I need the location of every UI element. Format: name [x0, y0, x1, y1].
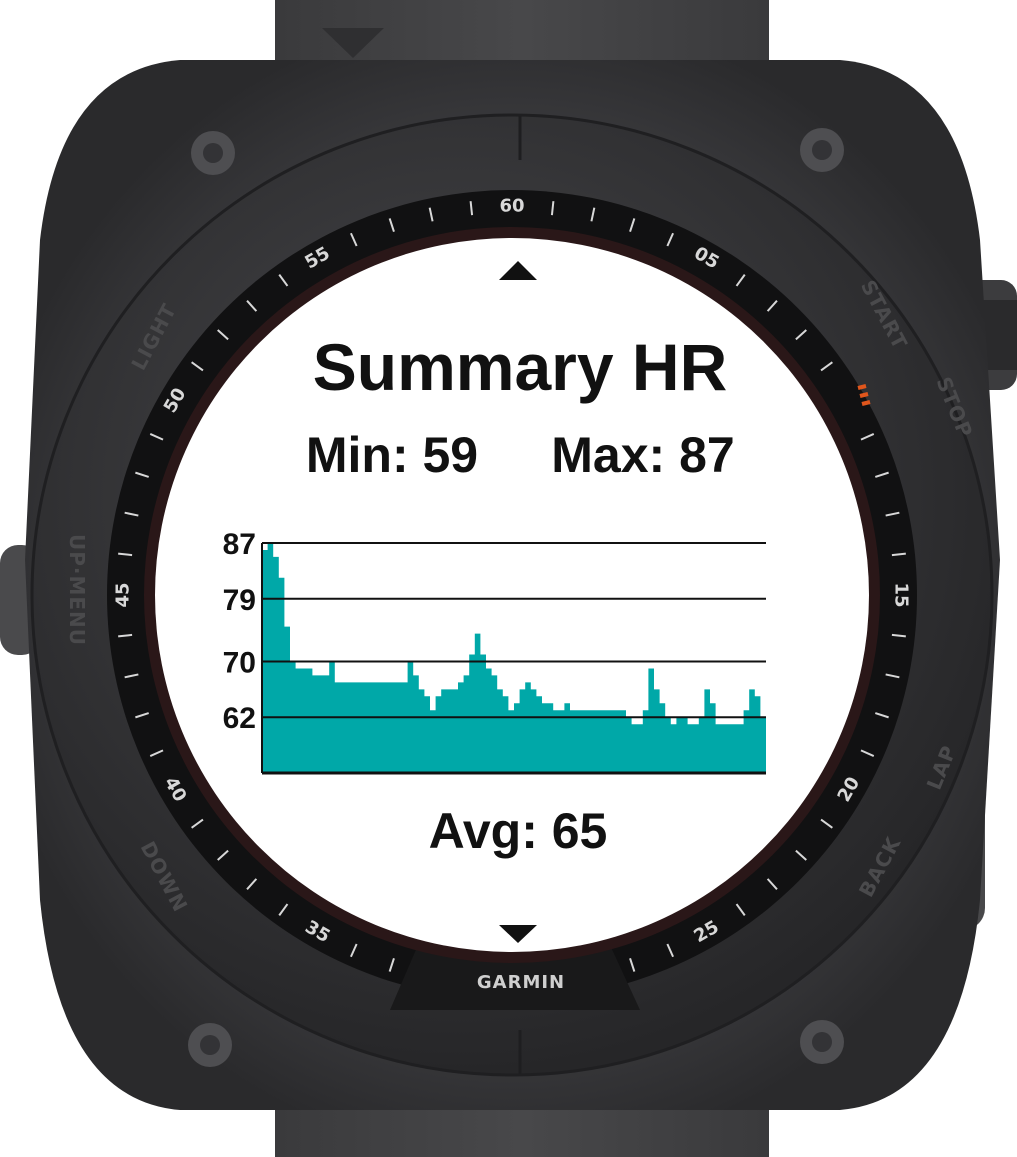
minute-tick — [820, 818, 833, 829]
minute-tick — [149, 749, 164, 757]
minute-tick — [246, 300, 258, 312]
minute-tick — [860, 749, 875, 757]
y-tick-label: 70 — [223, 646, 256, 679]
y-tick-label: 62 — [223, 702, 256, 735]
screen-title: Summary HR — [313, 330, 727, 404]
screw-icon — [800, 128, 844, 172]
minute-tick — [735, 903, 746, 916]
minute-tick — [666, 232, 674, 247]
minute-tick — [860, 433, 875, 441]
minute-tick — [428, 207, 434, 222]
y-tick-label: 87 — [223, 528, 256, 561]
minute-tick — [124, 673, 139, 679]
triangle-down-icon[interactable] — [499, 925, 537, 943]
minute-tick — [629, 957, 636, 972]
minute-tick — [766, 300, 778, 312]
minute-tick — [795, 329, 807, 341]
minute-tick — [629, 218, 636, 233]
minute-tick — [246, 878, 258, 890]
screw-icon — [188, 1023, 232, 1067]
minute-tick — [278, 274, 289, 287]
minute-number: 15 — [891, 582, 912, 607]
up-menu-label: UP·MENU — [65, 534, 89, 646]
minute-ticks — [118, 201, 906, 989]
screw-icon — [800, 1020, 844, 1064]
minute-tick — [874, 712, 889, 719]
minute-tick — [135, 712, 150, 719]
minute-tick — [735, 274, 746, 287]
band-triangle-icon — [322, 28, 384, 58]
minute-tick — [891, 633, 906, 638]
minute-number: 60 — [499, 196, 524, 217]
minute-tick — [149, 433, 164, 441]
accent-marks — [857, 384, 871, 406]
minute-tick — [135, 471, 150, 478]
minute-tick — [350, 943, 358, 958]
minute-tick — [885, 673, 900, 679]
minute-tick — [885, 511, 900, 517]
minute-tick — [124, 511, 139, 517]
avg-value: Avg: 65 — [429, 803, 608, 859]
minute-tick — [795, 849, 807, 861]
screw-icon — [191, 131, 235, 175]
minute-tick — [874, 471, 889, 478]
hr-chart: 87 79 70 62 — [223, 528, 766, 775]
hr-area-series — [262, 543, 766, 773]
minute-tick — [590, 207, 596, 222]
brand-plate — [390, 945, 640, 1010]
minute-tick — [278, 903, 289, 916]
minute-tick — [891, 552, 906, 557]
minute-tick — [350, 232, 358, 247]
max-value: Max: 87 — [551, 427, 734, 483]
minute-number: 45 — [113, 582, 134, 607]
minute-tick — [217, 849, 229, 861]
minute-tick — [666, 943, 674, 958]
minute-tick — [388, 218, 395, 233]
min-value: Min: 59 — [306, 427, 478, 483]
minute-tick — [550, 201, 555, 216]
brand-label: GARMIN — [477, 972, 565, 993]
triangle-up-icon[interactable] — [499, 261, 537, 280]
minute-tick — [118, 552, 133, 557]
minute-tick — [118, 633, 133, 638]
minute-tick — [217, 329, 229, 341]
minute-tick — [820, 361, 833, 372]
minute-tick — [766, 878, 778, 890]
y-tick-label: 79 — [223, 584, 256, 617]
minute-tick — [469, 201, 474, 216]
minute-tick — [191, 818, 204, 829]
minute-tick — [388, 957, 395, 972]
minute-tick — [191, 361, 204, 372]
